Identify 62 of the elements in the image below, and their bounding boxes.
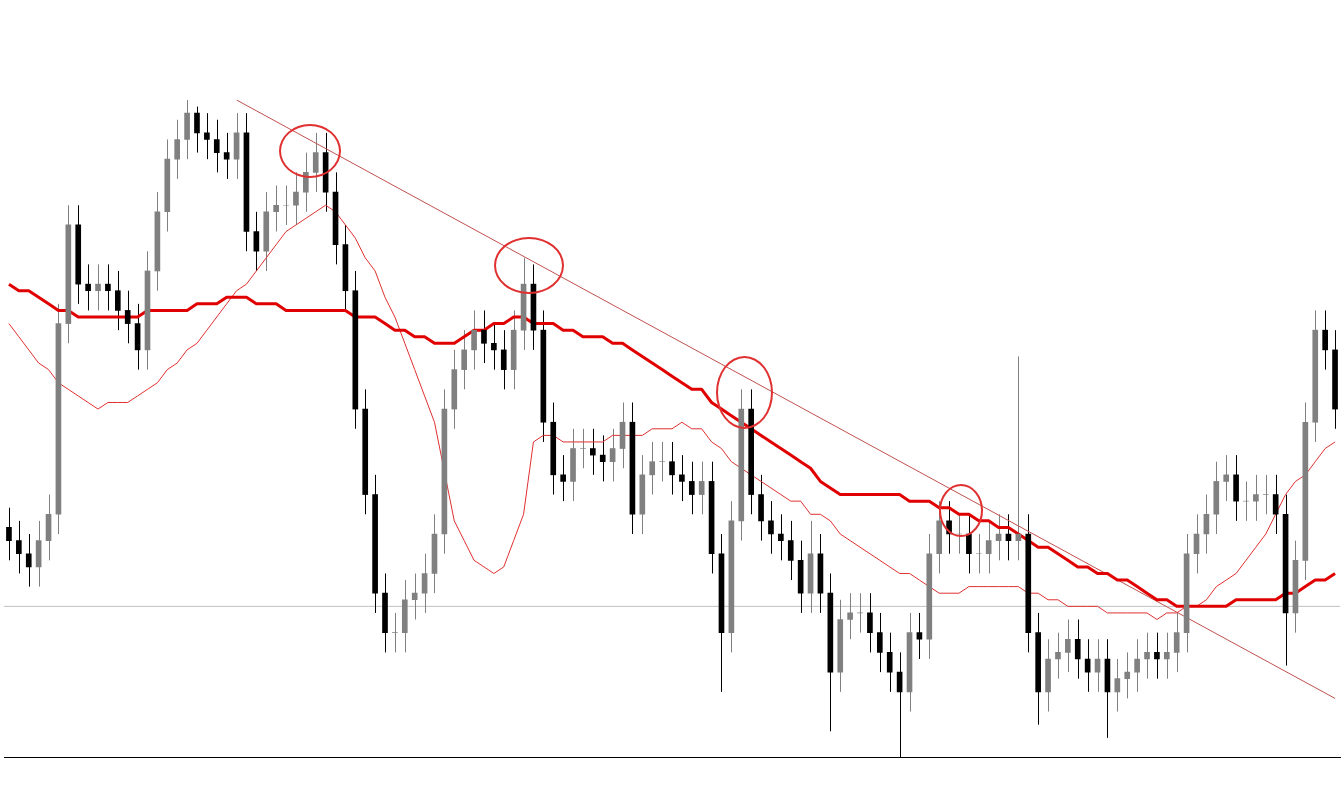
candlestick (1154, 632, 1160, 680)
candlestick (273, 184, 279, 233)
candlestick (105, 263, 111, 311)
candlestick (1272, 474, 1279, 535)
candlestick (560, 454, 566, 502)
candlestick (985, 520, 992, 574)
candlestick (975, 533, 982, 574)
candlestick (1253, 474, 1259, 522)
candlestick (876, 612, 883, 673)
candlestick (580, 428, 586, 469)
candlestick (114, 270, 121, 331)
candlestick (213, 119, 220, 173)
candlestick (659, 441, 665, 482)
candlestick (609, 428, 616, 482)
candlestick (847, 592, 853, 640)
candlestick (1322, 309, 1328, 371)
candlestick (1114, 658, 1121, 713)
candlestick (1163, 632, 1170, 680)
candlestick (124, 290, 131, 344)
candlestick (768, 500, 774, 555)
candlestick (500, 329, 507, 390)
candlestick (16, 520, 22, 574)
candlestick (886, 632, 893, 693)
candlestick (174, 119, 181, 180)
candlestick (669, 441, 675, 496)
candlestick (25, 533, 32, 588)
candlestick (85, 263, 91, 311)
candlestick (461, 329, 468, 390)
candlestick (283, 184, 289, 226)
candlestick (312, 132, 319, 193)
candlestick (1065, 619, 1071, 673)
candlestick (590, 428, 596, 476)
candlestick (787, 520, 794, 581)
candlestick (194, 106, 200, 154)
candlestick (471, 309, 477, 371)
candlestick (392, 612, 398, 653)
candlestick (1124, 651, 1131, 699)
candlestick (253, 211, 260, 272)
candlestick (1074, 619, 1081, 680)
candlestick (916, 612, 923, 660)
candlestick (481, 309, 487, 364)
candlestick (599, 434, 606, 482)
candlestick (411, 572, 418, 620)
candlestick (223, 132, 230, 180)
candlestick (1055, 632, 1061, 680)
candlestick (679, 454, 685, 502)
candlestick (966, 513, 972, 574)
candlestick (688, 461, 695, 515)
candlestick (1134, 638, 1140, 693)
candlestick (1144, 632, 1150, 680)
candlestick (778, 513, 784, 561)
candlestick (1173, 612, 1180, 673)
candlestick (6, 507, 12, 561)
candlestick (204, 112, 210, 160)
candlestick (421, 553, 428, 614)
candlestick (95, 263, 101, 311)
candlestick (1223, 454, 1230, 502)
candlestick (698, 461, 705, 515)
candlestick (491, 323, 497, 371)
candlestick (867, 592, 873, 653)
candlestick (1262, 474, 1269, 515)
candlestick (649, 441, 656, 496)
